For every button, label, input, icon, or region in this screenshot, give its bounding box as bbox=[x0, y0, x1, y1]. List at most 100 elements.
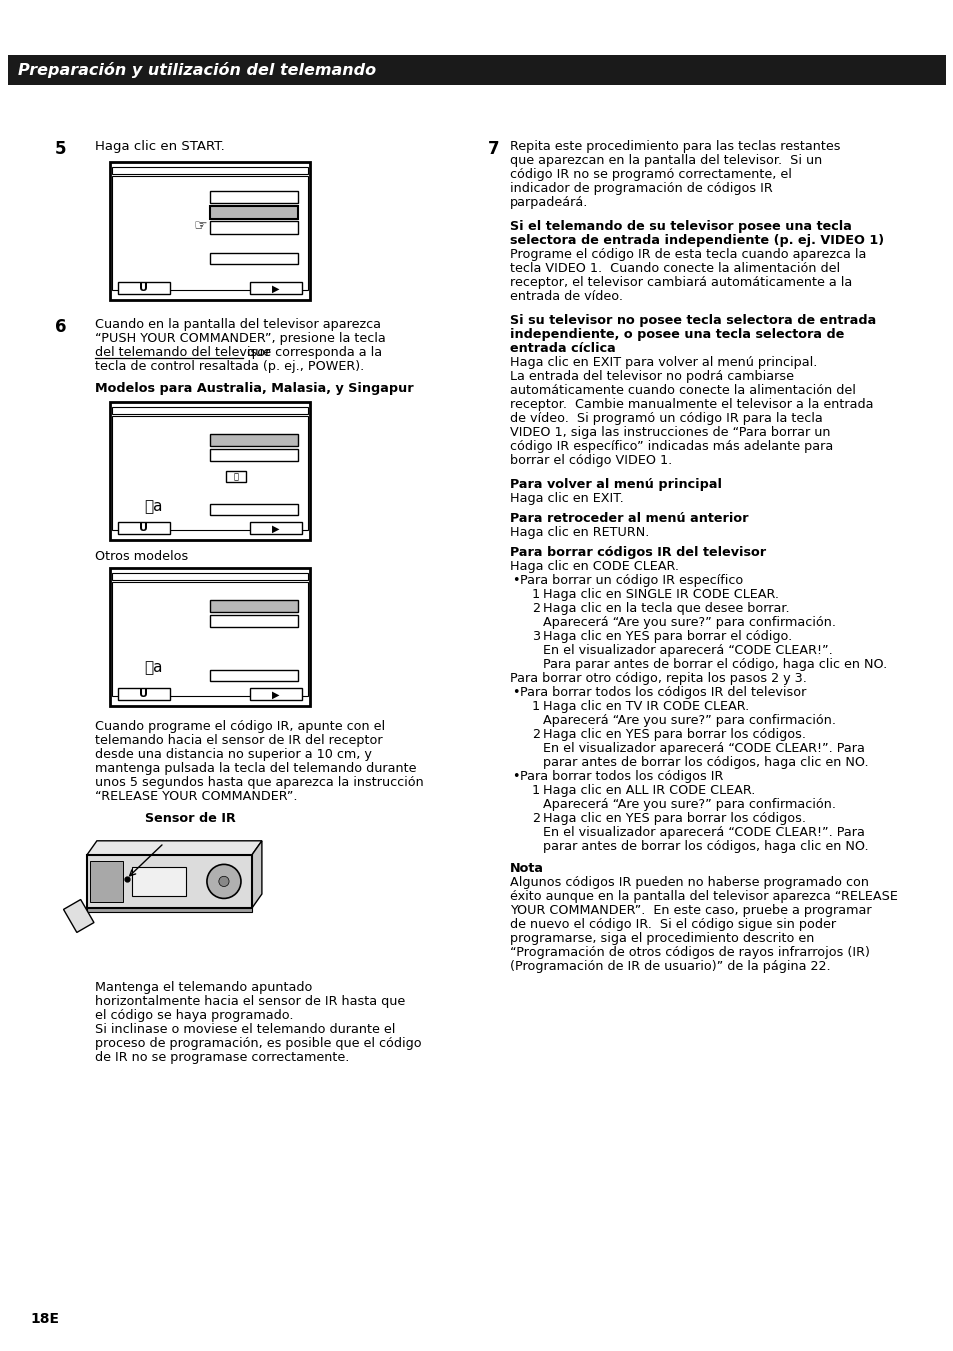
Bar bbox=[210, 434, 297, 446]
Bar bbox=[112, 416, 308, 531]
Text: horizontalmente hacia el sensor de IR hasta que: horizontalmente hacia el sensor de IR ha… bbox=[95, 994, 405, 1008]
Text: mantenga pulsada la tecla del telemando durante: mantenga pulsada la tecla del telemando … bbox=[95, 762, 416, 775]
Text: ☞: ☞ bbox=[193, 219, 207, 234]
Text: Preparación y utilización del telemando: Preparación y utilización del telemando bbox=[18, 62, 375, 78]
Circle shape bbox=[207, 865, 241, 898]
Bar bbox=[250, 688, 302, 700]
Text: parar antes de borrar los códigos, haga clic en NO.: parar antes de borrar los códigos, haga … bbox=[542, 840, 868, 852]
Text: La entrada del televisor no podrá cambiarse: La entrada del televisor no podrá cambia… bbox=[510, 370, 793, 382]
Bar bbox=[210, 615, 297, 627]
Text: “Programación de otros códigos de rayos infrarrojos (IR): “Programación de otros códigos de rayos … bbox=[510, 946, 869, 959]
Text: ὘a: ὘a bbox=[145, 659, 163, 676]
Text: que aparezcan en la pantalla del televisor.  Si un: que aparezcan en la pantalla del televis… bbox=[510, 154, 821, 168]
Bar bbox=[110, 162, 310, 300]
Text: ▶: ▶ bbox=[272, 284, 279, 293]
Text: desde una distancia no superior a 10 cm, y: desde una distancia no superior a 10 cm,… bbox=[95, 748, 372, 761]
Bar bbox=[132, 866, 186, 896]
Bar bbox=[87, 855, 252, 908]
Text: Aparecerá “Are you sure?” para confirmación.: Aparecerá “Are you sure?” para confirmac… bbox=[542, 798, 835, 811]
Text: Haga clic en la tecla que desee borrar.: Haga clic en la tecla que desee borrar. bbox=[542, 603, 789, 615]
Text: U: U bbox=[139, 689, 149, 700]
Text: ▶: ▶ bbox=[272, 689, 279, 700]
Text: Haga clic en START.: Haga clic en START. bbox=[95, 141, 225, 153]
Text: éxito aunque en la pantalla del televisor aparezca “RELEASE: éxito aunque en la pantalla del televiso… bbox=[510, 890, 897, 902]
Bar bbox=[91, 861, 123, 901]
Text: 1: 1 bbox=[532, 700, 539, 713]
Text: En el visualizador aparecerá “CODE CLEAR!”. Para: En el visualizador aparecerá “CODE CLEAR… bbox=[542, 825, 864, 839]
Text: Haga clic en ALL IR CODE CLEAR.: Haga clic en ALL IR CODE CLEAR. bbox=[542, 784, 755, 797]
Text: Haga clic en YES para borrar el código.: Haga clic en YES para borrar el código. bbox=[542, 630, 791, 643]
Text: “RELEASE YOUR COMMANDER”.: “RELEASE YOUR COMMANDER”. bbox=[95, 790, 297, 802]
Text: Haga clic en SINGLE IR CODE CLEAR.: Haga clic en SINGLE IR CODE CLEAR. bbox=[542, 588, 779, 601]
Bar bbox=[210, 670, 297, 681]
Bar bbox=[118, 282, 170, 295]
Text: Para borrar un código IR específico: Para borrar un código IR específico bbox=[519, 574, 742, 586]
Text: Algunos códigos IR pueden no haberse programado con: Algunos códigos IR pueden no haberse pro… bbox=[510, 875, 868, 889]
Text: 18E: 18E bbox=[30, 1312, 59, 1325]
Text: de IR no se programase correctamente.: de IR no se programase correctamente. bbox=[95, 1051, 349, 1065]
Text: 2: 2 bbox=[532, 603, 539, 615]
Text: Para parar antes de borrar el código, haga clic en NO.: Para parar antes de borrar el código, ha… bbox=[542, 658, 886, 671]
Text: borrar el código VIDEO 1.: borrar el código VIDEO 1. bbox=[510, 454, 672, 467]
Text: VIDEO 1, siga las instrucciones de “Para borrar un: VIDEO 1, siga las instrucciones de “Para… bbox=[510, 426, 830, 439]
Text: receptor, el televisor cambiará automáticamente a la: receptor, el televisor cambiará automáti… bbox=[510, 276, 851, 289]
Text: Haga clic en RETURN.: Haga clic en RETURN. bbox=[510, 526, 649, 539]
Bar bbox=[112, 573, 308, 581]
Text: “PUSH YOUR COMMANDER”, presione la tecla: “PUSH YOUR COMMANDER”, presione la tecla bbox=[95, 332, 385, 345]
Text: Otros modelos: Otros modelos bbox=[95, 550, 188, 563]
Bar bbox=[250, 282, 302, 295]
Circle shape bbox=[218, 877, 229, 886]
Bar bbox=[112, 582, 308, 696]
Bar bbox=[210, 207, 297, 219]
Text: Aparecerá “Are you sure?” para confirmación.: Aparecerá “Are you sure?” para confirmac… bbox=[542, 713, 835, 727]
Text: 3: 3 bbox=[532, 630, 539, 643]
Text: (Programación de IR de usuario)” de la página 22.: (Programación de IR de usuario)” de la p… bbox=[510, 961, 830, 973]
Bar bbox=[118, 688, 170, 700]
Text: •: • bbox=[512, 574, 519, 586]
Bar bbox=[250, 521, 302, 535]
Text: Para borrar todos los códigos IR: Para borrar todos los códigos IR bbox=[519, 770, 722, 784]
Text: Si inclinase o moviese el telemando durante el: Si inclinase o moviese el telemando dura… bbox=[95, 1023, 395, 1036]
Text: independiente, o posee una tecla selectora de: independiente, o posee una tecla selecto… bbox=[510, 328, 843, 340]
Text: Para borrar todos los códigos IR del televisor: Para borrar todos los códigos IR del tel… bbox=[519, 686, 805, 698]
Text: tecla de control resaltada (p. ej., POWER).: tecla de control resaltada (p. ej., POWE… bbox=[95, 359, 364, 373]
Text: de nuevo el código IR.  Si el código sigue sin poder: de nuevo el código IR. Si el código sigu… bbox=[510, 917, 835, 931]
Text: selectora de entrada independiente (p. ej. VIDEO 1): selectora de entrada independiente (p. e… bbox=[510, 234, 883, 247]
Text: Haga clic en EXIT para volver al menú principal.: Haga clic en EXIT para volver al menú pr… bbox=[510, 357, 817, 369]
Bar bbox=[210, 449, 297, 461]
Bar bbox=[210, 222, 297, 234]
Text: 5: 5 bbox=[55, 141, 67, 158]
Text: Para volver al menú principal: Para volver al menú principal bbox=[510, 478, 721, 490]
Text: ὘a: ὘a bbox=[145, 500, 163, 515]
Polygon shape bbox=[252, 840, 262, 908]
Text: parpadeárá.: parpadeárá. bbox=[510, 196, 588, 209]
Bar bbox=[110, 403, 310, 540]
Text: •: • bbox=[512, 686, 519, 698]
Text: Mantenga el telemando apuntado: Mantenga el telemando apuntado bbox=[95, 981, 312, 994]
Bar bbox=[112, 177, 308, 290]
Text: Si el telemando de su televisor posee una tecla: Si el telemando de su televisor posee un… bbox=[510, 220, 851, 232]
Bar bbox=[112, 166, 308, 174]
Text: U: U bbox=[139, 523, 149, 534]
Text: Cuando programe el código IR, apunte con el: Cuando programe el código IR, apunte con… bbox=[95, 720, 385, 734]
Text: Para borrar códigos IR del televisor: Para borrar códigos IR del televisor bbox=[510, 546, 765, 559]
Text: •: • bbox=[512, 770, 519, 784]
Text: telemando hacia el sensor de IR del receptor: telemando hacia el sensor de IR del rece… bbox=[95, 734, 382, 747]
Text: Haga clic en TV IR CODE CLEAR.: Haga clic en TV IR CODE CLEAR. bbox=[542, 700, 748, 713]
Text: Sensor de IR: Sensor de IR bbox=[145, 812, 235, 825]
Text: Haga clic en YES para borrar los códigos.: Haga clic en YES para borrar los códigos… bbox=[542, 812, 805, 825]
Text: Si su televisor no posee tecla selectora de entrada: Si su televisor no posee tecla selectora… bbox=[510, 313, 876, 327]
Polygon shape bbox=[87, 840, 262, 855]
Text: de vídeo.  Si programó un código IR para la tecla: de vídeo. Si programó un código IR para … bbox=[510, 412, 821, 426]
Text: receptor.  Cambie manualmente el televisor a la entrada: receptor. Cambie manualmente el televiso… bbox=[510, 399, 873, 411]
Bar bbox=[210, 190, 297, 204]
Text: Para borrar otro código, repita los pasos 2 y 3.: Para borrar otro código, repita los paso… bbox=[510, 671, 806, 685]
Bar bbox=[210, 600, 297, 612]
Text: entrada de vídeo.: entrada de vídeo. bbox=[510, 290, 622, 303]
Text: indicador de programación de códigos IR: indicador de programación de códigos IR bbox=[510, 182, 772, 195]
Text: YOUR COMMANDER”.  En este caso, pruebe a programar: YOUR COMMANDER”. En este caso, pruebe a … bbox=[510, 904, 871, 917]
Text: Haga clic en EXIT.: Haga clic en EXIT. bbox=[510, 492, 623, 505]
Text: proceso de programación, es posible que el código: proceso de programación, es posible que … bbox=[95, 1038, 421, 1050]
Text: unos 5 segundos hasta que aparezca la instrucción: unos 5 segundos hasta que aparezca la in… bbox=[95, 775, 423, 789]
Text: En el visualizador aparecerá “CODE CLEAR!”.: En el visualizador aparecerá “CODE CLEAR… bbox=[542, 644, 832, 657]
